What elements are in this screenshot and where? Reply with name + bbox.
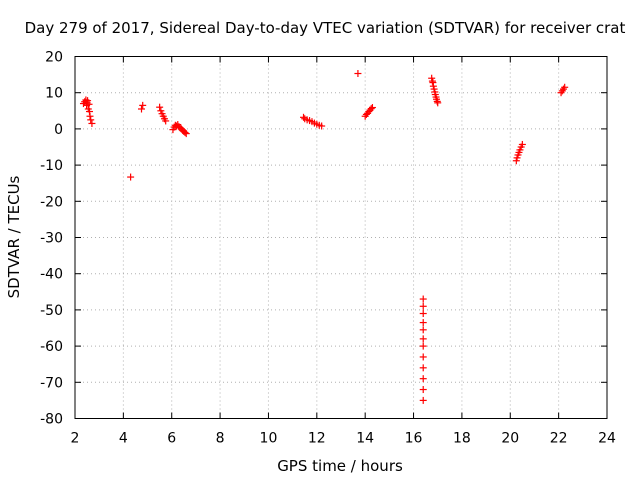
x-tick-label: 4	[119, 431, 128, 447]
data-point	[367, 105, 375, 113]
x-tick-label: 22	[550, 431, 568, 447]
data-point	[419, 302, 427, 310]
data-point	[561, 83, 569, 91]
x-tick-label: 10	[260, 431, 278, 447]
y-tick-label: -10	[40, 158, 63, 174]
y-tick-label: -60	[40, 339, 63, 355]
data-point	[419, 326, 427, 334]
data-point	[419, 375, 427, 383]
data-point	[127, 173, 135, 181]
data-points	[79, 70, 569, 404]
data-point	[368, 104, 376, 112]
data-point	[518, 140, 526, 148]
data-point	[87, 116, 95, 124]
data-point	[434, 99, 442, 107]
y-tick-label: 10	[45, 86, 63, 102]
x-tick-label: 24	[598, 431, 616, 447]
data-point	[354, 70, 362, 78]
data-point	[419, 295, 427, 303]
y-axis-tick-labels: 20 10 0 -10 -20 -30 -40 -50 -60 -70 -80	[40, 50, 63, 428]
x-tick-label: 8	[216, 431, 225, 447]
data-point	[318, 122, 326, 130]
y-tick-label: 0	[54, 122, 63, 138]
x-tick-label: 12	[308, 431, 326, 447]
data-point	[83, 99, 91, 107]
chart-title: Day 279 of 2017, Sidereal Day-to-day VTE…	[25, 19, 626, 37]
data-point	[419, 364, 427, 372]
x-tick-label: 20	[501, 431, 519, 447]
x-axis-title: GPS time / hours	[277, 457, 403, 475]
data-point	[162, 117, 170, 125]
grid	[75, 56, 607, 419]
x-tick-label: 14	[356, 431, 374, 447]
y-tick-label: -70	[40, 375, 63, 391]
data-point	[138, 105, 145, 113]
data-point	[419, 353, 427, 361]
data-point	[428, 77, 436, 85]
data-point	[419, 342, 427, 350]
x-tick-label: 2	[71, 431, 80, 447]
y-tick-label: -50	[40, 303, 63, 319]
y-axis-title: SDTVAR / TECUs	[5, 175, 23, 298]
data-point	[419, 319, 427, 327]
data-point	[419, 386, 427, 394]
x-axis-tick-labels: 2 4 6 8 10 12 14 16 18 20 22 24	[71, 431, 616, 447]
data-point	[139, 101, 147, 109]
y-tick-label: -20	[40, 194, 63, 210]
data-point	[300, 113, 308, 121]
data-point	[182, 130, 190, 138]
x-tick-label: 16	[405, 431, 423, 447]
y-tick-label: -30	[40, 231, 63, 247]
data-point	[88, 119, 96, 127]
x-tick-label: 6	[167, 431, 176, 447]
data-point	[86, 112, 94, 120]
y-tick-label: -40	[40, 267, 63, 283]
data-point	[156, 103, 164, 111]
data-point	[419, 310, 427, 318]
y-tick-label: -80	[40, 412, 63, 428]
plot-frame	[74, 56, 608, 419]
data-point	[419, 396, 427, 404]
data-point	[419, 335, 427, 343]
data-point	[181, 129, 189, 137]
x-tick-label: 18	[453, 431, 471, 447]
y-tick-label: 20	[45, 50, 63, 66]
